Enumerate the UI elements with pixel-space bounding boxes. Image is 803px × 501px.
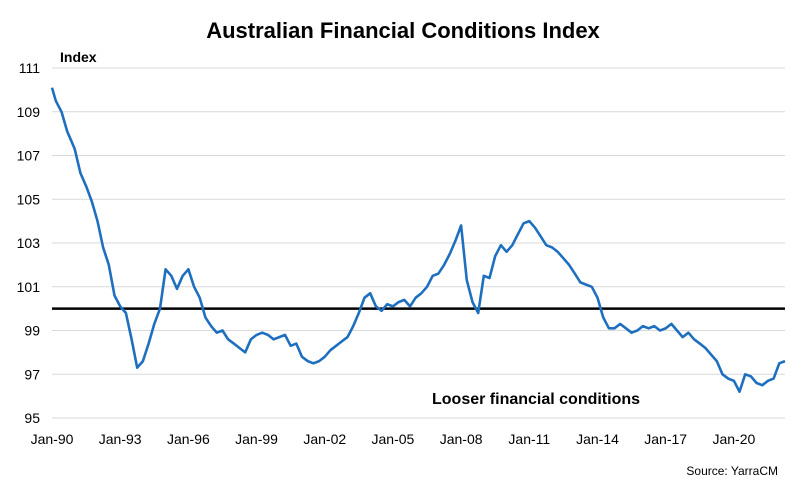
y-tick-label: 107 xyxy=(17,148,41,164)
y-tick-label: 111 xyxy=(19,60,40,76)
annotation-looser: Looser financial conditions xyxy=(432,391,640,408)
x-tick-label: Jan-05 xyxy=(372,431,415,447)
x-tick-label: Jan-11 xyxy=(508,431,550,447)
y-tick-label: 109 xyxy=(17,104,41,120)
y-tick-label: 97 xyxy=(24,366,40,382)
x-tick-label: Jan-99 xyxy=(235,431,278,447)
x-tick-label: Jan-90 xyxy=(31,431,74,447)
y-tick-label: 105 xyxy=(17,191,41,207)
x-tick-label: Jan-93 xyxy=(99,431,142,447)
x-tick-label: Jan-14 xyxy=(576,431,619,447)
x-tick-labels: Jan-90 Jan-93 Jan-96 Jan-99 Jan-02 Jan-05 Jan-… xyxy=(31,431,756,447)
y-tick-label: 103 xyxy=(17,235,41,251)
source-note: Source: YarraCM xyxy=(686,464,778,478)
x-tick-label: Jan-08 xyxy=(440,431,483,447)
x-tick-label: Jan-02 xyxy=(303,431,346,447)
x-tick-label: Jan-20 xyxy=(712,431,755,447)
y-tick-label: 101 xyxy=(17,279,41,295)
gridlines xyxy=(52,67,785,419)
y-axis-label: Index xyxy=(60,49,97,65)
y-tick-label: 95 xyxy=(24,410,40,426)
x-tick-label: Jan-96 xyxy=(167,431,210,447)
chart-title: Australian Financial Conditions Index xyxy=(206,18,600,43)
y-tick-labels: 95 97 99 101 103 105 107 109 111 xyxy=(17,60,41,426)
series-line xyxy=(50,87,786,393)
x-tick-label: Jan-17 xyxy=(644,431,687,447)
y-tick-label: 99 xyxy=(24,323,40,339)
